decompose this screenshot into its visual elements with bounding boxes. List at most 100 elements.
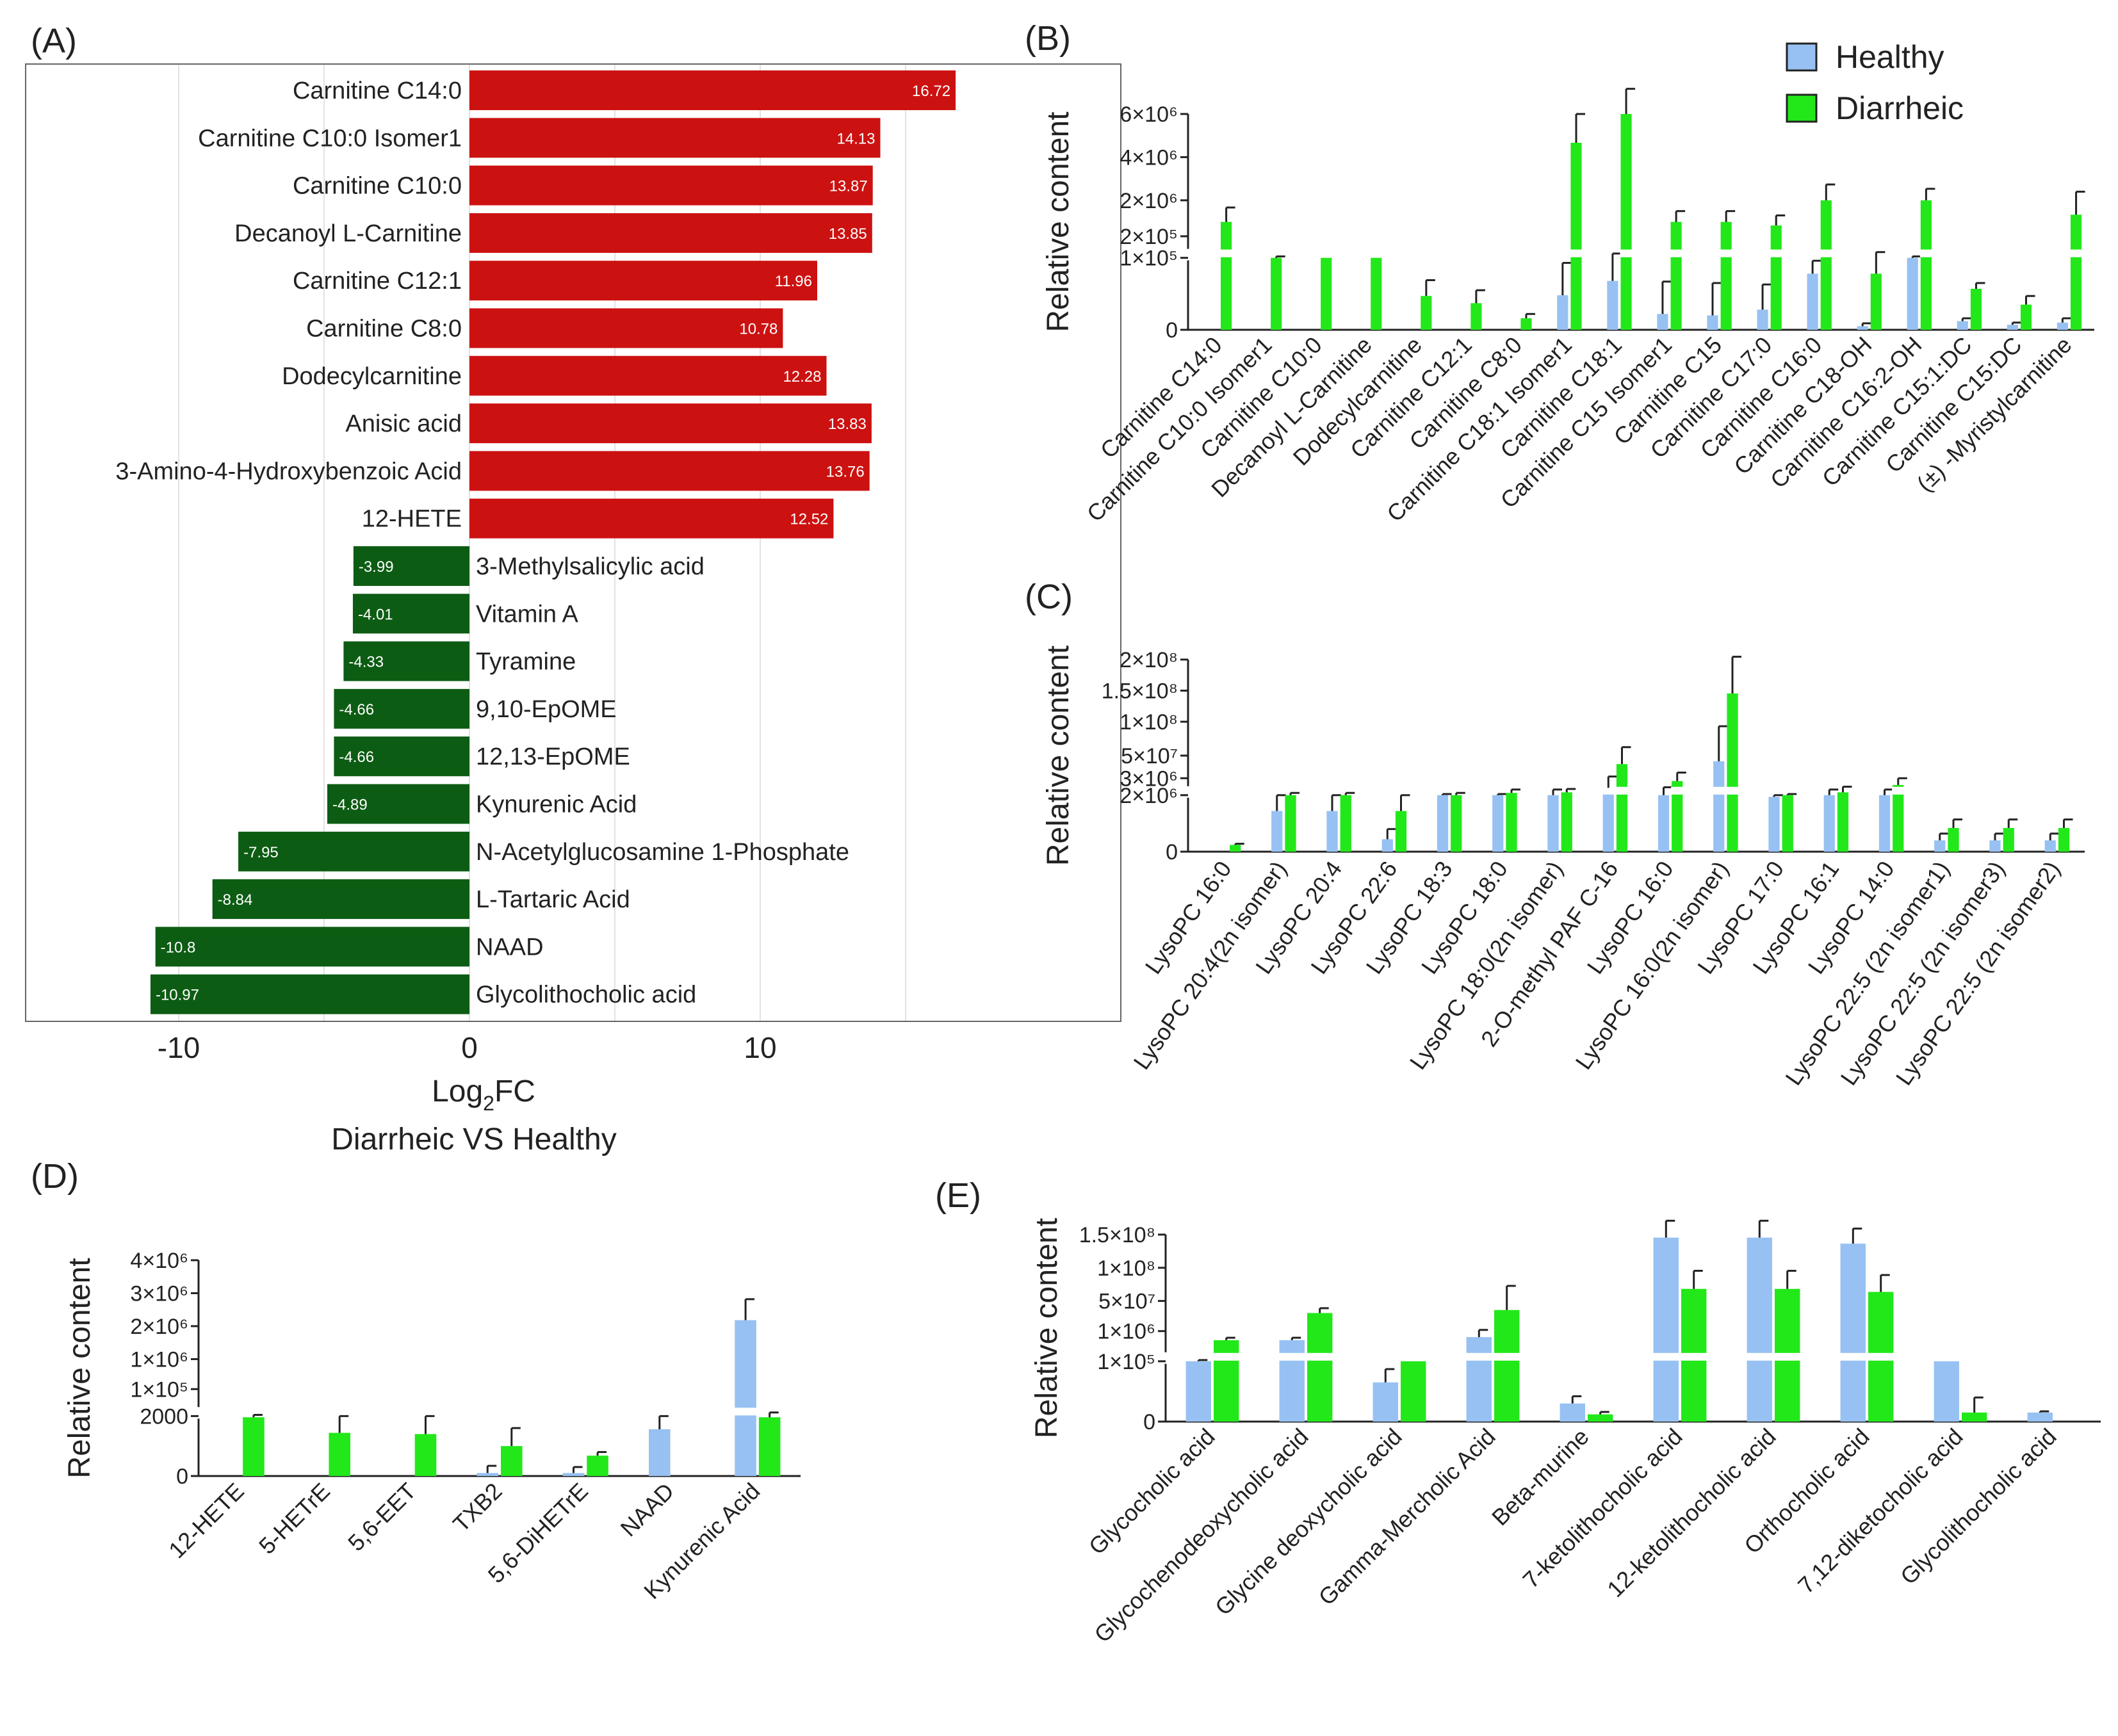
bar-healthy bbox=[1185, 1361, 1211, 1422]
bar-diarrheic bbox=[1221, 222, 1232, 330]
category-label-a: Kynurenic Acid bbox=[476, 791, 637, 818]
axis-break-gap bbox=[1713, 786, 1725, 795]
category-label-a: Carnitine C8:0 bbox=[306, 316, 462, 343]
panel-label-e: (E) bbox=[935, 1176, 981, 1215]
bar-diarrheic bbox=[329, 1432, 350, 1476]
y-axis-title: Relative content bbox=[1030, 1218, 1064, 1438]
bar-diarrheic bbox=[501, 1446, 523, 1476]
bar-a bbox=[238, 831, 469, 872]
axis-break-gap bbox=[1746, 1352, 1773, 1361]
category-label-a: Dodecylcarnitine bbox=[282, 363, 462, 390]
value-label-a: -3.99 bbox=[359, 558, 394, 576]
y-tick-label: 3×10⁶ bbox=[130, 1281, 188, 1306]
y-tick-label: 2×10⁶ bbox=[1120, 189, 1178, 213]
category-label: Gamma-Mercholic Acid bbox=[1314, 1424, 1501, 1610]
bar-diarrheic bbox=[1616, 764, 1628, 852]
y-tick-label: 1×10⁵ bbox=[130, 1377, 188, 1402]
bar-diarrheic bbox=[1494, 1310, 1520, 1422]
bar-a bbox=[469, 261, 817, 301]
y-tick-label: 2×10⁶ bbox=[1120, 784, 1178, 808]
axis-break-gap bbox=[1820, 249, 1832, 257]
legend-label-healthy: Healthy bbox=[1836, 39, 1944, 75]
category-label-a: Carnitine C14:0 bbox=[293, 77, 462, 104]
category-label-a: Carnitine C10:0 Isomer1 bbox=[198, 125, 462, 152]
bar-diarrheic bbox=[1820, 200, 1832, 330]
y-tick-label: 0 bbox=[1166, 840, 1178, 864]
panel-label-c: (C) bbox=[1025, 578, 1073, 616]
panel-label-b: (B) bbox=[1025, 19, 1071, 58]
axis-break-gap bbox=[1213, 1352, 1240, 1361]
y-tick-label: 6×10⁶ bbox=[1120, 102, 1178, 127]
bar-healthy bbox=[1768, 797, 1780, 852]
value-label-a: -4.66 bbox=[339, 701, 374, 718]
bar-healthy bbox=[562, 1473, 585, 1476]
axis-title-a: Log2FC bbox=[432, 1075, 535, 1115]
bar-a bbox=[469, 498, 834, 539]
value-label-a: 14.13 bbox=[836, 130, 875, 147]
bar-diarrheic bbox=[1948, 827, 1959, 852]
bar-healthy bbox=[477, 1473, 498, 1476]
bar-diarrheic bbox=[1782, 795, 1793, 852]
axis-break-gap bbox=[1919, 249, 1932, 257]
category-label-a: 12-HETE bbox=[362, 506, 462, 533]
bar-a bbox=[334, 688, 469, 729]
bar-a bbox=[343, 641, 469, 681]
y-tick-label: 1×10⁵ bbox=[1097, 1350, 1155, 1374]
axis-title-a-2: Diarrheic VS Healthy bbox=[331, 1123, 617, 1156]
y-tick-label: 1×10⁸ bbox=[1097, 1256, 1155, 1281]
bar-healthy bbox=[1840, 1244, 1866, 1422]
category-label-a: L-Tartaric Acid bbox=[476, 886, 630, 913]
axis-title-a-tail: FC bbox=[494, 1075, 535, 1108]
value-label-a: -10.97 bbox=[156, 987, 199, 1004]
bar-healthy bbox=[1957, 321, 1968, 330]
legend-swatch-diarrheic bbox=[1786, 93, 1818, 123]
category-label-a: 3-Methylsalicylic acid bbox=[476, 553, 705, 580]
axis-break-gap bbox=[1278, 1352, 1305, 1361]
y-tick-label: 0 bbox=[1143, 1410, 1155, 1434]
bar-diarrheic bbox=[758, 1417, 781, 1476]
bar-healthy bbox=[1560, 1403, 1585, 1422]
category-label-a: Anisic acid bbox=[345, 410, 462, 437]
value-label-a: -7.95 bbox=[243, 844, 279, 861]
value-label-a: -8.84 bbox=[218, 891, 253, 909]
bar-healthy bbox=[2057, 322, 2068, 330]
bar-a bbox=[352, 594, 469, 634]
bar-diarrheic bbox=[1870, 273, 1882, 330]
bar-healthy bbox=[2044, 840, 2056, 852]
axis-break-gap bbox=[1652, 1352, 1679, 1361]
category-label: 5,6-EET bbox=[343, 1478, 421, 1556]
axis-break-gap bbox=[1602, 786, 1615, 795]
value-label-a: 12.52 bbox=[790, 511, 828, 528]
axis-break-gap bbox=[1770, 249, 1782, 257]
bar-diarrheic bbox=[1506, 793, 1517, 852]
axis-break-gap bbox=[1570, 249, 1583, 257]
bar-a bbox=[212, 879, 469, 920]
bar-healthy bbox=[1373, 1382, 1398, 1422]
bar-diarrheic bbox=[1214, 1340, 1239, 1422]
bar-a bbox=[469, 451, 870, 491]
bar-diarrheic bbox=[1470, 303, 1482, 330]
category-label: Glycolithocholic acid bbox=[1895, 1424, 2062, 1590]
bar-diarrheic bbox=[1371, 257, 1382, 330]
bar-diarrheic bbox=[243, 1417, 265, 1476]
bar-diarrheic bbox=[1561, 792, 1572, 852]
bar-healthy bbox=[1271, 811, 1283, 852]
bar-diarrheic bbox=[1451, 795, 1462, 852]
category-label-a: Tyramine bbox=[476, 649, 576, 676]
panel-label-a: (A) bbox=[31, 22, 77, 60]
bar-healthy bbox=[1713, 761, 1725, 852]
bar-healthy bbox=[1381, 839, 1393, 852]
bar-healthy bbox=[1492, 795, 1504, 852]
category-label-a: 12,13-EpOME bbox=[476, 743, 630, 770]
tick-label-a: -10 bbox=[158, 1031, 200, 1064]
bar-healthy bbox=[1857, 326, 1868, 330]
bar-a bbox=[353, 546, 469, 586]
bar-diarrheic bbox=[1271, 257, 1282, 330]
category-label: 7,12-diketocholic acid bbox=[1793, 1424, 1968, 1599]
y-axis-title: Relative content bbox=[1041, 645, 1075, 866]
bar-diarrheic bbox=[1672, 781, 1683, 852]
bar-healthy bbox=[1657, 314, 1668, 330]
bar-diarrheic bbox=[1520, 318, 1532, 330]
axis-break-gap bbox=[1220, 249, 1233, 257]
bar-diarrheic bbox=[2070, 215, 2082, 330]
